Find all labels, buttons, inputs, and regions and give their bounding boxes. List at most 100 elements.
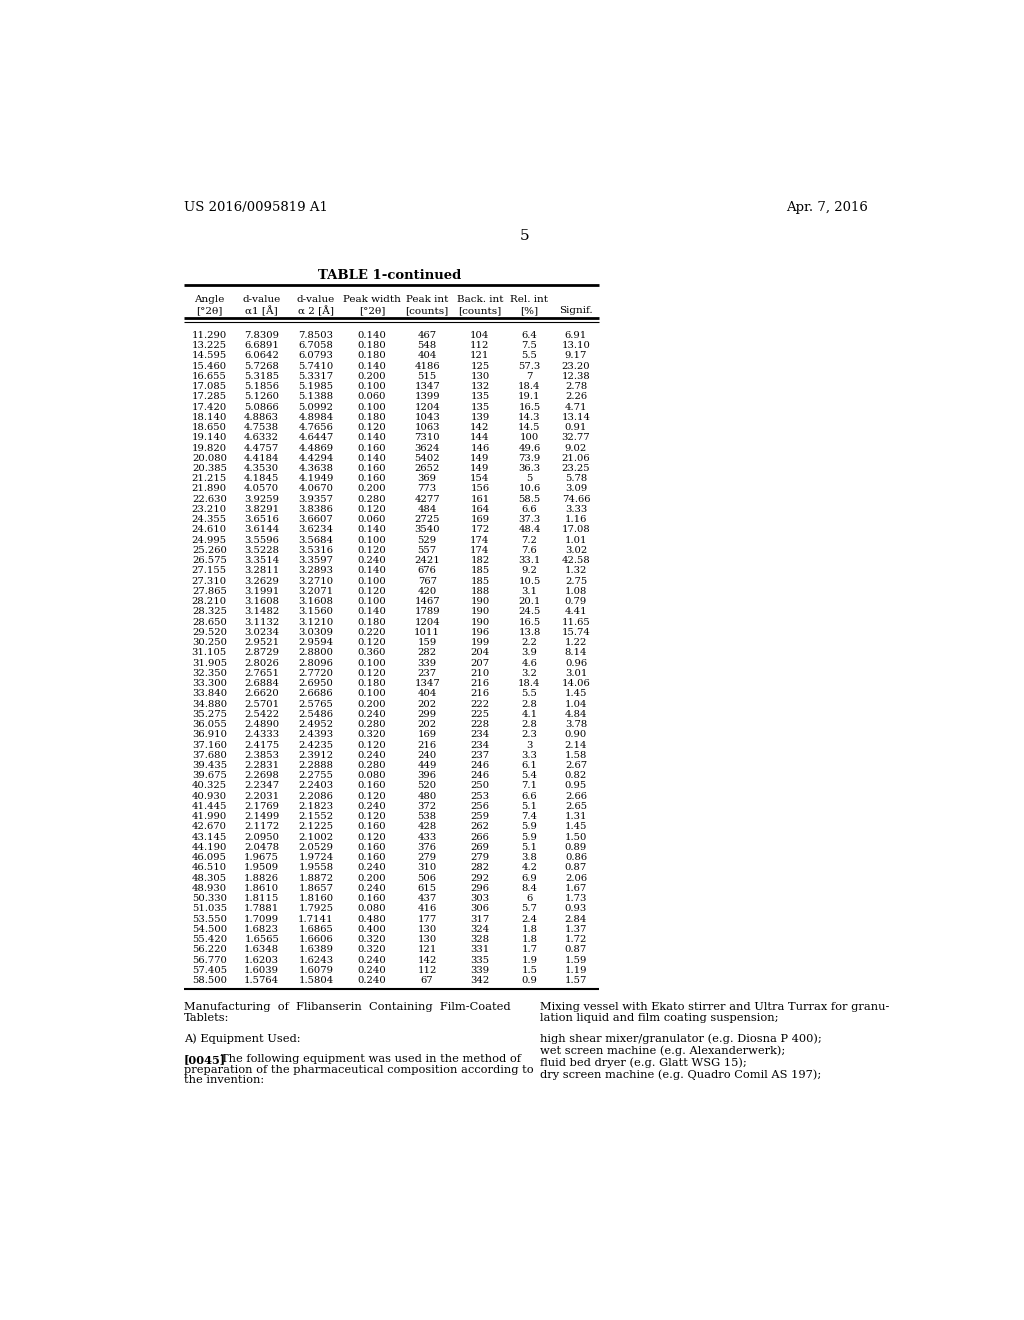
Text: 204: 204 [470, 648, 489, 657]
Text: Mixing vessel with Ekato stirrer and Ultra Turrax for granu-: Mixing vessel with Ekato stirrer and Ult… [541, 1002, 890, 1012]
Text: d-value: d-value [297, 296, 335, 305]
Text: high shear mixer/granulator (e.g. Diosna P 400);: high shear mixer/granulator (e.g. Diosna… [541, 1034, 822, 1044]
Text: 0.120: 0.120 [357, 812, 386, 821]
Text: 33.1: 33.1 [518, 556, 541, 565]
Text: 10.6: 10.6 [518, 484, 541, 494]
Text: Peak width: Peak width [343, 296, 401, 305]
Text: 253: 253 [470, 792, 489, 801]
Text: 2.4: 2.4 [521, 915, 538, 924]
Text: 0.320: 0.320 [357, 935, 386, 944]
Text: 0.120: 0.120 [357, 833, 386, 842]
Text: 2.6620: 2.6620 [245, 689, 280, 698]
Text: 0.180: 0.180 [357, 618, 386, 627]
Text: 7: 7 [526, 372, 532, 381]
Text: 2.75: 2.75 [565, 577, 587, 586]
Text: 335: 335 [470, 956, 489, 965]
Text: 5.5: 5.5 [521, 351, 538, 360]
Text: 31.905: 31.905 [191, 659, 227, 668]
Text: 0.180: 0.180 [357, 351, 386, 360]
Text: 0.180: 0.180 [357, 413, 386, 422]
Text: 1.8115: 1.8115 [244, 894, 280, 903]
Text: 73.9: 73.9 [518, 454, 541, 463]
Text: [0045]: [0045] [183, 1055, 226, 1065]
Text: 188: 188 [470, 587, 489, 595]
Text: 0.360: 0.360 [357, 648, 386, 657]
Text: 156: 156 [470, 484, 489, 494]
Text: 2.1499: 2.1499 [244, 812, 280, 821]
Text: 1.58: 1.58 [565, 751, 587, 760]
Text: Angle: Angle [195, 296, 224, 305]
Text: 9.17: 9.17 [565, 351, 587, 360]
Text: 4277: 4277 [415, 495, 440, 504]
Text: 37.160: 37.160 [191, 741, 227, 750]
Text: 112: 112 [470, 341, 489, 350]
Text: 48.930: 48.930 [191, 884, 227, 892]
Text: 0.120: 0.120 [357, 546, 386, 554]
Text: 24.610: 24.610 [191, 525, 227, 535]
Text: 207: 207 [470, 659, 489, 668]
Text: 27.155: 27.155 [191, 566, 227, 576]
Text: 5.3185: 5.3185 [244, 372, 280, 381]
Text: 174: 174 [470, 536, 489, 545]
Text: 2.8: 2.8 [521, 700, 538, 709]
Text: 3.78: 3.78 [565, 719, 587, 729]
Text: 3.33: 3.33 [565, 506, 587, 513]
Text: 0.82: 0.82 [565, 771, 587, 780]
Text: 0.080: 0.080 [357, 904, 386, 913]
Text: 159: 159 [418, 638, 437, 647]
Text: 2.0529: 2.0529 [298, 843, 334, 851]
Text: 404: 404 [418, 351, 437, 360]
Text: 4.6: 4.6 [521, 659, 538, 668]
Text: 3.5228: 3.5228 [244, 546, 280, 554]
Text: 331: 331 [470, 945, 489, 954]
Text: 3.09: 3.09 [565, 484, 587, 494]
Text: 1.57: 1.57 [565, 975, 587, 985]
Text: 225: 225 [470, 710, 489, 719]
Text: 1204: 1204 [415, 403, 440, 412]
Text: 0.240: 0.240 [357, 956, 386, 965]
Text: 416: 416 [418, 904, 437, 913]
Text: 515: 515 [418, 372, 437, 381]
Text: 339: 339 [418, 659, 436, 668]
Text: 1204: 1204 [415, 618, 440, 627]
Text: 282: 282 [470, 863, 489, 873]
Text: 25.260: 25.260 [191, 546, 226, 554]
Text: 369: 369 [418, 474, 436, 483]
Text: 4.6447: 4.6447 [298, 433, 334, 442]
Text: 5.4: 5.4 [521, 771, 538, 780]
Text: 3.3597: 3.3597 [298, 556, 334, 565]
Text: 3.3514: 3.3514 [244, 556, 280, 565]
Text: 767: 767 [418, 577, 436, 586]
Text: 46.095: 46.095 [191, 853, 227, 862]
Text: 4.84: 4.84 [564, 710, 587, 719]
Text: 5.1: 5.1 [521, 803, 538, 810]
Text: 13.10: 13.10 [561, 341, 591, 350]
Text: 0.200: 0.200 [357, 484, 386, 494]
Text: 0.86: 0.86 [565, 853, 587, 862]
Text: 3540: 3540 [415, 525, 440, 535]
Text: 5.1388: 5.1388 [298, 392, 334, 401]
Text: 0.160: 0.160 [357, 822, 386, 832]
Text: 8.14: 8.14 [564, 648, 587, 657]
Text: 0.120: 0.120 [357, 741, 386, 750]
Text: 23.210: 23.210 [191, 506, 227, 513]
Text: 1.50: 1.50 [565, 833, 587, 842]
Text: 2.0950: 2.0950 [244, 833, 280, 842]
Text: 130: 130 [418, 935, 437, 944]
Text: 24.5: 24.5 [518, 607, 541, 616]
Text: 246: 246 [470, 771, 489, 780]
Text: 1467: 1467 [415, 597, 440, 606]
Text: 9.02: 9.02 [565, 444, 587, 453]
Text: 18.4: 18.4 [518, 381, 541, 391]
Text: 342: 342 [470, 975, 489, 985]
Text: 237: 237 [418, 669, 436, 678]
Text: 41.990: 41.990 [191, 812, 227, 821]
Text: 1.32: 1.32 [565, 566, 587, 576]
Text: 2.2888: 2.2888 [298, 762, 334, 770]
Text: 0.95: 0.95 [565, 781, 587, 791]
Text: 17.420: 17.420 [191, 403, 227, 412]
Text: 0.140: 0.140 [357, 454, 387, 463]
Text: 1.8160: 1.8160 [298, 894, 334, 903]
Text: 269: 269 [470, 843, 489, 851]
Text: 135: 135 [470, 392, 489, 401]
